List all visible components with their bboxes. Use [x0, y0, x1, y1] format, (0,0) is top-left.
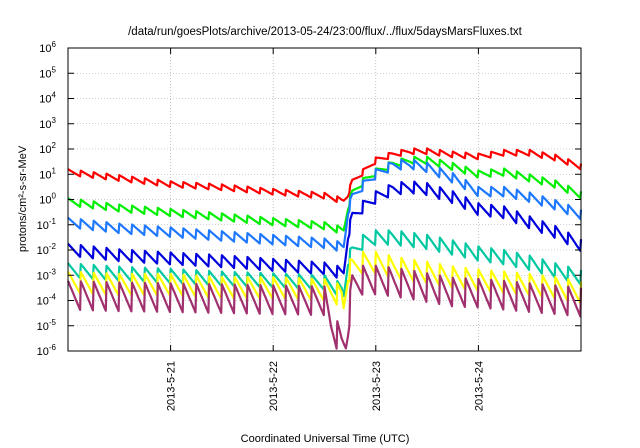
- series-group: [66, 147, 583, 350]
- x-tick-label: 2013-5-22: [268, 361, 280, 411]
- x-tick-label: 2013-5-24: [473, 361, 485, 411]
- y-axis: 10-6 10-5 10-4 10-3 10-2 10-1 100 101 102 103 104 1…: [37, 40, 581, 358]
- x-axis: 2013-5-21 2013-5-22 2013-5-23 2013-5-24: [166, 48, 485, 411]
- y-tick-label: 104: [39, 91, 56, 106]
- y-tick-label: 10-4: [37, 293, 57, 308]
- y-tick-label: 103: [39, 116, 56, 131]
- x-tick-label: 2013-5-21: [166, 361, 178, 411]
- y-tick-label: 10-3: [37, 267, 57, 282]
- y-tick-label: 10-6: [37, 343, 57, 358]
- series-line-1: [67, 147, 583, 203]
- y-tick-label: 10-5: [37, 318, 57, 333]
- chart-title: /data/run/goesPlots/archive/2013-05-24/2…: [128, 26, 523, 38]
- y-tick-label: 10-1: [37, 217, 57, 232]
- series-line-2: [67, 155, 583, 234]
- y-tick-label: 106: [39, 40, 56, 55]
- series-line-7: [66, 264, 583, 350]
- y-tick-label: 102: [39, 141, 56, 156]
- y-axis-label: protons/cm²-s-sr-MeV: [17, 145, 29, 252]
- x-axis-label: Coordinated Universal Time (UTC): [241, 433, 410, 445]
- y-tick-label: 10-2: [37, 242, 57, 257]
- series-line-5: [67, 229, 583, 298]
- series-line-4: [67, 180, 583, 279]
- series-line-6: [67, 250, 583, 310]
- y-tick-label: 101: [39, 166, 56, 181]
- series-line-3: [67, 158, 583, 252]
- x-tick-label: 2013-5-23: [371, 361, 383, 411]
- y-tick-label: 100: [39, 192, 56, 207]
- y-tick-label: 105: [39, 65, 56, 80]
